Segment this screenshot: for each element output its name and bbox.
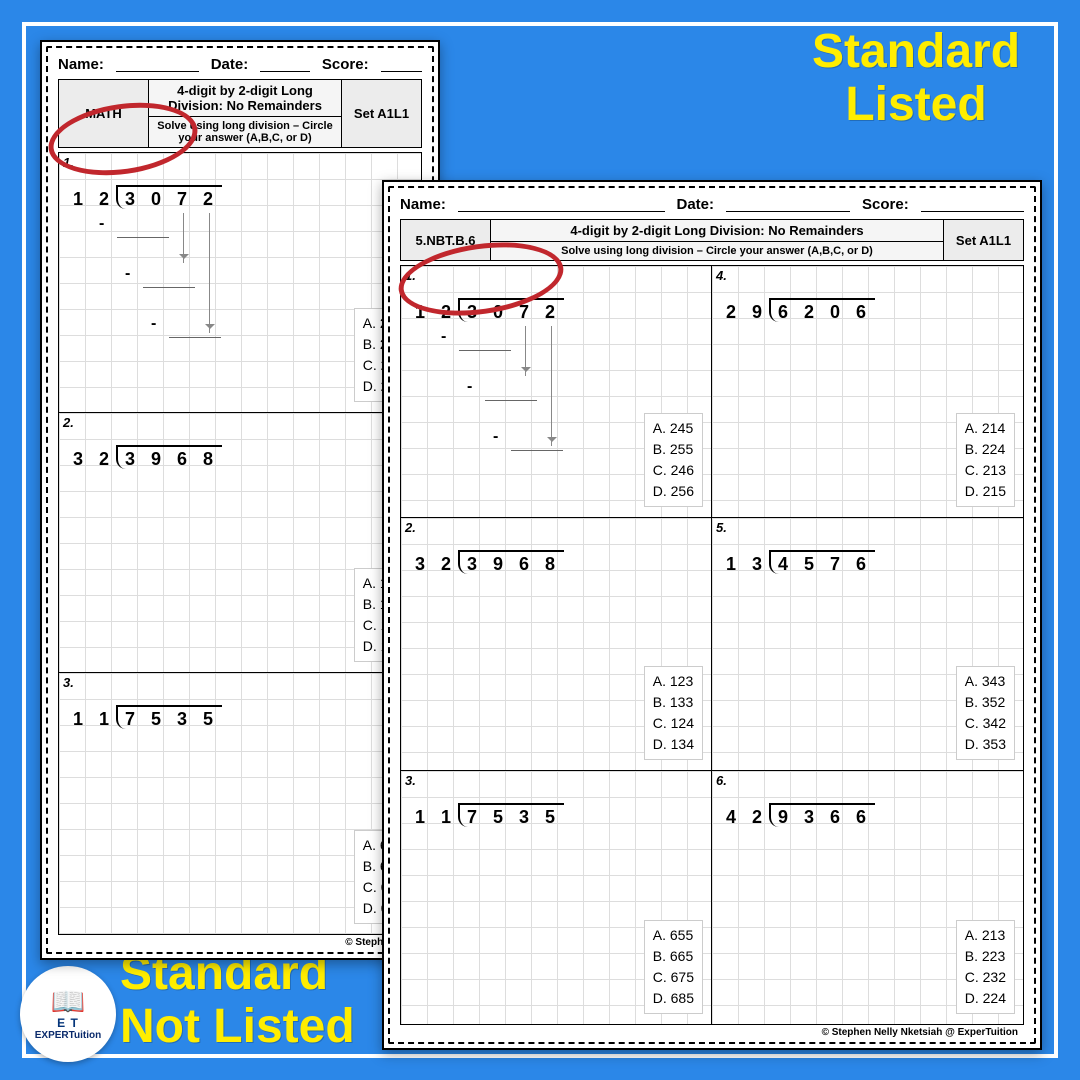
answer-box: A. 123B. 133C. 124D. 134 bbox=[644, 666, 703, 760]
answer-box: A. 343B. 352C. 342D. 353 bbox=[956, 666, 1015, 760]
header-line: Name: Date: Score: bbox=[400, 196, 1024, 213]
problem-cell: 4. 296206 A. 214B. 224C. 213D. 215 bbox=[712, 266, 1023, 518]
problem-cell: 2. 323968 A. 123B. 133C. 124D. 134 bbox=[401, 518, 712, 770]
name-label: Name: bbox=[58, 56, 104, 73]
problem-cell: 3. 117535 A. 655 B. 665 C. 675 D. 685 bbox=[59, 673, 421, 934]
set-cell: Set A1L1 bbox=[342, 80, 422, 148]
answer-box: A. 213B. 223C. 232D. 224 bbox=[956, 920, 1015, 1014]
problem-cell: 2. 323968 A. 123 B. 133 C. 124 D. 134 bbox=[59, 413, 421, 673]
answer-box: A. 214B. 224C. 213D. 215 bbox=[956, 413, 1015, 507]
date-label: Date: bbox=[211, 56, 249, 73]
problem-cell: 6. 429366 A. 213B. 223C. 232D. 224 bbox=[712, 771, 1023, 1024]
credit-line: © Stephen Nell bbox=[58, 935, 422, 948]
header-line: Name: Date: Score: bbox=[58, 56, 422, 73]
problem-cell: 5. 134576 A. 343B. 352C. 342D. 353 bbox=[712, 518, 1023, 770]
problem-cell: 3. 117535 A. 655B. 665C. 675D. 685 bbox=[401, 771, 712, 1024]
answer-box: A. 655B. 665C. 675D. 685 bbox=[644, 920, 703, 1014]
logo-initials: E T bbox=[57, 1016, 79, 1030]
credit-line: © Stephen Nelly Nketsiah @ ExperTuition bbox=[400, 1025, 1024, 1038]
logo-badge: 📖 E T EXPERTuition bbox=[20, 966, 116, 1062]
headline-bottom: Standard Not Listed bbox=[120, 948, 420, 1054]
worksheet-math: Name: Date: Score: MATH 4-digit by 2-dig… bbox=[40, 40, 440, 960]
grid-body-1: 1. 123072 - - - A. 245 B. 255 C. 246 D. … bbox=[58, 152, 422, 935]
book-icon: 📖 bbox=[51, 988, 86, 1016]
problem-cell: 1. 123072 - - - A. 245 B. 255 C. 246 D. … bbox=[59, 153, 421, 413]
headline-top: Standard Listed bbox=[786, 26, 1046, 132]
answer-box: A. 245B. 255C. 246D. 256 bbox=[644, 413, 703, 507]
score-label: Score: bbox=[322, 56, 369, 73]
grid-body-2: 1. 123072 - - - A. 245B. 255C. 246D. 256… bbox=[400, 265, 1024, 1025]
logo-name: EXPERTuition bbox=[35, 1030, 101, 1041]
